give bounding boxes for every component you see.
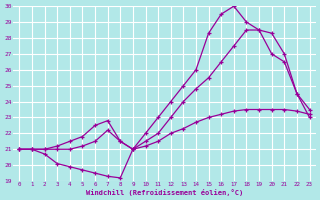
X-axis label: Windchill (Refroidissement éolien,°C): Windchill (Refroidissement éolien,°C) xyxy=(86,189,243,196)
